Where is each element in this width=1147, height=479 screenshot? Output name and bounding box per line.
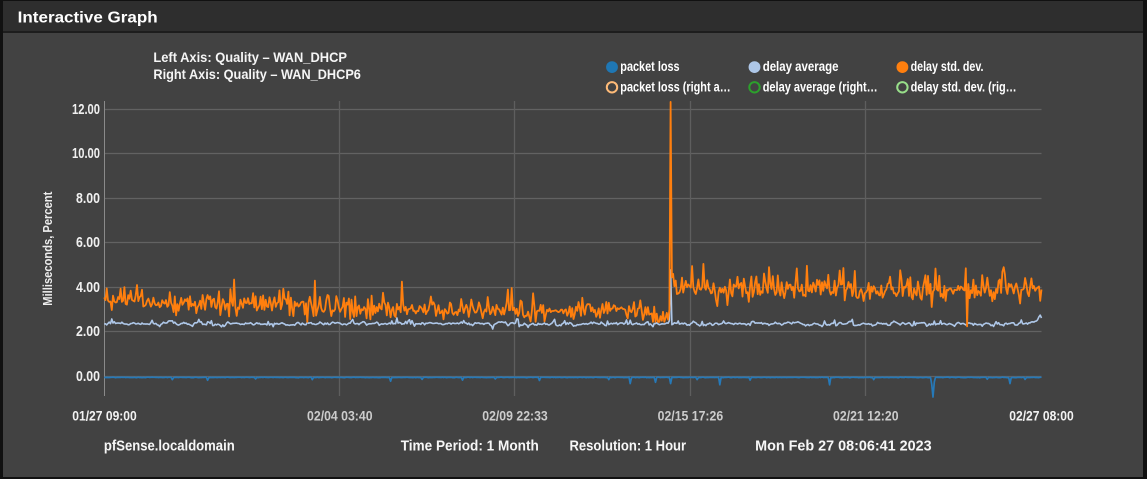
svg-text:12.00: 12.00 bbox=[72, 101, 100, 118]
svg-text:2.00: 2.00 bbox=[76, 323, 100, 340]
svg-text:01/27 09:00: 01/27 09:00 bbox=[72, 408, 137, 424]
svg-text:02/21 12:20: 02/21 12:20 bbox=[833, 408, 899, 424]
svg-text:Mon Feb 27 08:06:41 2023: Mon Feb 27 08:06:41 2023 bbox=[755, 438, 932, 455]
svg-text:4.00: 4.00 bbox=[76, 279, 100, 296]
svg-text:Interactive Graph: Interactive Graph bbox=[18, 10, 158, 27]
svg-text:delay average (right…: delay average (right… bbox=[763, 78, 878, 94]
svg-text:Left Axis: Quality – WAN_DHCP: Left Axis: Quality – WAN_DHCP bbox=[153, 49, 347, 65]
svg-text:8.00: 8.00 bbox=[76, 190, 100, 207]
svg-text:02/09 22:33: 02/09 22:33 bbox=[482, 408, 548, 424]
svg-text:10.00: 10.00 bbox=[72, 145, 100, 162]
svg-text:Resolution: 1 Hour: Resolution: 1 Hour bbox=[570, 438, 687, 455]
svg-text:Right Axis: Quality – WAN_DHCP: Right Axis: Quality – WAN_DHCP6 bbox=[153, 66, 361, 82]
svg-text:Milliseconds, Percent: Milliseconds, Percent bbox=[40, 191, 55, 306]
svg-text:delay std. dev. (rig…: delay std. dev. (rig… bbox=[911, 78, 1017, 94]
svg-text:02/15 17:26: 02/15 17:26 bbox=[658, 408, 724, 424]
svg-text:0.00: 0.00 bbox=[76, 368, 100, 385]
svg-text:02/04 03:40: 02/04 03:40 bbox=[307, 408, 373, 424]
svg-text:Time Period: 1 Month: Time Period: 1 Month bbox=[401, 438, 539, 455]
svg-text:delay std. dev.: delay std. dev. bbox=[911, 58, 984, 74]
svg-text:6.00: 6.00 bbox=[76, 234, 100, 251]
svg-text:packet loss (right a…: packet loss (right a… bbox=[620, 78, 730, 94]
svg-text:delay average: delay average bbox=[763, 58, 839, 74]
svg-text:02/27 08:00: 02/27 08:00 bbox=[1009, 408, 1074, 424]
svg-text:packet loss: packet loss bbox=[620, 58, 679, 74]
svg-text:pfSense.localdomain: pfSense.localdomain bbox=[104, 438, 235, 455]
